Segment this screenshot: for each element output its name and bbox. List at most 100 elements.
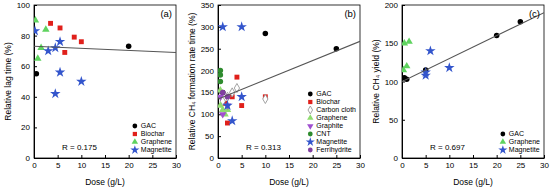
point xyxy=(403,62,410,68)
y-tick-mark xyxy=(34,66,37,67)
point xyxy=(218,21,228,31)
panel: 051015202530050100150200Dose (g/L)(c)R =… xyxy=(371,1,549,187)
x-axis: 051015202530 xyxy=(216,155,365,170)
legend-symbol xyxy=(500,138,506,144)
x-tick-mark xyxy=(152,155,153,158)
y-tick-label: 200 xyxy=(201,67,215,76)
x-tick: 15 xyxy=(101,155,110,170)
x-tick-label: 15 xyxy=(469,161,478,170)
point xyxy=(239,103,244,108)
point xyxy=(34,26,40,36)
x-tick-mark xyxy=(449,155,450,158)
y-tick: 100 xyxy=(201,110,221,119)
chart: 051015202530020406080100Dose (g/L)(a)R =… xyxy=(0,0,552,190)
y-tick-label: 80 xyxy=(21,32,30,41)
x-tick-label: 5 xyxy=(56,161,61,170)
data-layer xyxy=(218,21,360,125)
x-tick: 10 xyxy=(445,155,454,170)
panel-label: (c) xyxy=(529,8,540,19)
panel-label: (a) xyxy=(160,8,172,19)
x-tick: 20 xyxy=(493,155,502,170)
x-tick-mark xyxy=(289,155,290,158)
x-tick-label: 20 xyxy=(309,161,318,170)
plot-frame xyxy=(34,5,176,158)
y-tick-mark xyxy=(34,36,37,37)
y-tick-label: 60 xyxy=(21,62,30,71)
legend-label: Magnetite xyxy=(509,146,540,154)
r-value: R = 0.313 xyxy=(246,143,281,152)
point xyxy=(225,92,230,101)
legend-symbol xyxy=(307,114,313,120)
legend-symbol xyxy=(132,124,137,129)
y-tick: 250 xyxy=(201,45,221,54)
legend: GACBiocharCarbon clothGrapheneGraphiteCN… xyxy=(306,90,356,154)
legend-label: Graphene xyxy=(141,138,172,146)
x-tick: 25 xyxy=(148,155,157,170)
x-tick-mark xyxy=(336,155,337,158)
y-axis: 020406080100 xyxy=(17,1,37,163)
data-layer xyxy=(402,13,544,82)
x-tick-label: 25 xyxy=(516,161,525,170)
point xyxy=(405,37,412,43)
legend-label: Graphite xyxy=(316,122,343,130)
point xyxy=(263,31,269,37)
y-tick-mark xyxy=(34,97,37,98)
y-tick: 350 xyxy=(201,1,221,10)
panel: 051015202530050100150200250300350Dose (g… xyxy=(187,1,365,187)
y-tick-label: 200 xyxy=(385,1,399,10)
x-tick-mark xyxy=(544,155,545,158)
y-tick-mark xyxy=(34,5,37,6)
x-tick-label: 15 xyxy=(101,161,110,170)
y-axis: 050100150200250300350 xyxy=(201,1,221,163)
x-tick: 25 xyxy=(516,155,525,170)
legend-label: Magnetite xyxy=(141,146,172,154)
point xyxy=(79,39,84,44)
point xyxy=(227,115,237,125)
point xyxy=(72,35,77,40)
x-axis-line xyxy=(35,158,177,159)
point xyxy=(34,54,41,60)
y-axis-title: Relative CH₄ yield (%) xyxy=(371,39,381,123)
x-tick-label: 20 xyxy=(125,161,134,170)
x-tick-label: 0 xyxy=(32,161,37,170)
legend-symbol xyxy=(306,137,315,146)
y-tick: 150 xyxy=(201,88,221,97)
point xyxy=(126,44,132,50)
plot-area: 051015202530050100150200Dose (g/L)(c)R =… xyxy=(385,1,550,187)
y-tick: 60 xyxy=(21,62,37,71)
point xyxy=(58,26,63,31)
x-tick-mark xyxy=(129,155,130,158)
y-axis: 050100150200 xyxy=(385,1,405,163)
x-tick-mark xyxy=(360,155,361,158)
x-tick: 20 xyxy=(125,155,134,170)
legend-symbol xyxy=(307,124,313,130)
x-tick-label: 10 xyxy=(261,161,270,170)
y-tick-mark xyxy=(34,158,37,159)
point xyxy=(34,71,39,77)
legend: GACBiocharGrapheneMagnetite xyxy=(130,122,172,154)
point xyxy=(220,90,226,96)
legend-symbol xyxy=(308,132,313,137)
y-tick-label: 50 xyxy=(205,132,214,141)
x-tick-label: 10 xyxy=(77,161,86,170)
x-tick-label: 25 xyxy=(332,161,341,170)
x-tick: 30 xyxy=(540,155,549,170)
legend-symbol xyxy=(308,92,313,97)
y-tick-label: 250 xyxy=(201,45,215,54)
panel: 051015202530020406080100Dose (g/L)(a)R =… xyxy=(3,1,181,187)
point xyxy=(62,50,67,55)
data-layer xyxy=(34,16,176,98)
x-tick: 30 xyxy=(172,155,181,170)
y-tick: 200 xyxy=(385,1,405,10)
x-tick: 5 xyxy=(424,155,429,170)
y-tick-label: 150 xyxy=(385,39,399,48)
x-tick-label: 25 xyxy=(148,161,157,170)
fit-line xyxy=(218,41,360,99)
legend-symbol xyxy=(132,138,138,144)
y-tick: 300 xyxy=(201,23,221,32)
x-tick-mark xyxy=(242,155,243,158)
x-tick: 10 xyxy=(77,155,86,170)
x-tick-label: 30 xyxy=(356,161,365,170)
legend-label: Biochar xyxy=(316,98,340,105)
x-tick: 30 xyxy=(356,155,365,170)
